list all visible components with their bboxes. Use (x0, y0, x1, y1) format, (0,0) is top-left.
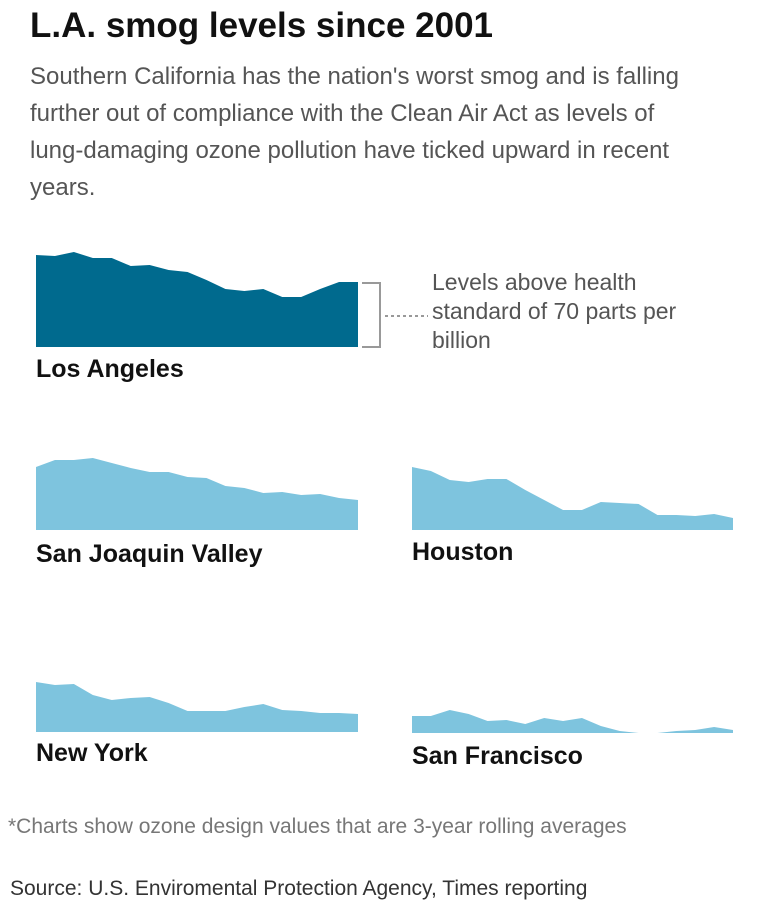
bracket (362, 282, 381, 348)
annotation: Levels above health standard of 70 parts… (432, 269, 677, 353)
region-label: Houston (412, 538, 513, 566)
area (412, 710, 733, 733)
headline: L.A. smog levels since 2001 (30, 6, 494, 45)
region-label: Los Angeles (36, 355, 184, 383)
region-label: New York (36, 739, 148, 767)
area (36, 458, 358, 530)
footnote: *Charts show ozone design values that ar… (8, 815, 627, 838)
region-label: San Francisco (412, 742, 583, 770)
region-label: San Joaquin Valley (36, 540, 263, 568)
source: Source: U.S. Enviromental Protection Age… (10, 877, 588, 900)
area (36, 252, 358, 347)
subtitle: Southern California has the nation's wor… (30, 63, 679, 201)
area (412, 467, 733, 530)
area (36, 682, 358, 732)
